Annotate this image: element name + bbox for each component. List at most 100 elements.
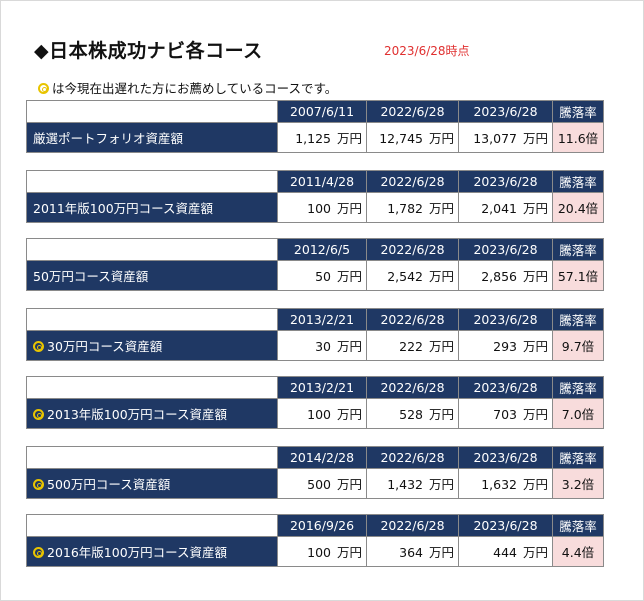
asset-value: 1,432 (387, 477, 423, 492)
asset-value: 100 (307, 407, 331, 422)
asset-value: 500 (307, 477, 331, 492)
unit-label: 万円 (336, 339, 362, 354)
asset-value: 12,745 (379, 131, 423, 146)
page-title: ◆日本株成功ナビ各コース (34, 40, 263, 62)
unit-label: 万円 (336, 131, 362, 146)
ratio-header: 騰落率 (552, 514, 604, 537)
ratio-header: 騰落率 (552, 376, 604, 399)
date-header: 2013/2/21 (277, 376, 367, 399)
asset-value-cell: 1,125 万円 (277, 122, 367, 153)
date-header: 2007/6/11 (277, 100, 367, 123)
blank-cell (26, 308, 278, 331)
unit-label: 万円 (336, 407, 362, 422)
as-of-date: 2023/6/28時点 (384, 44, 470, 58)
date-header: 2023/6/28 (458, 170, 553, 193)
ratio-value: 11.6倍 (552, 122, 604, 153)
course-name-cell: 厳選ポートフォリオ資産額 (26, 122, 278, 153)
table-header-row: 2013/2/21 2022/6/28 2023/6/28 騰落率 (26, 308, 604, 331)
asset-value: 100 (307, 545, 331, 560)
table-header-row: 2013/2/21 2022/6/28 2023/6/28 騰落率 (26, 376, 604, 399)
date-header: 2022/6/28 (366, 446, 459, 469)
date-header: 2016/9/26 (277, 514, 367, 537)
unit-label: 万円 (336, 545, 362, 560)
asset-value: 222 (399, 339, 423, 354)
blank-cell (26, 238, 278, 261)
asset-value-cell: 2,542 万円 (366, 260, 459, 291)
table-row: 2013年版100万円コース資産額 100 万円 528 万円 703 万円 7.0倍 (26, 398, 604, 429)
asset-value-cell: 12,745 万円 (366, 122, 459, 153)
ratio-header: 騰落率 (552, 446, 604, 469)
asset-value-cell: 528 万円 (366, 398, 459, 429)
asset-value-cell: 1,432 万円 (366, 468, 459, 499)
asset-value: 100 (307, 201, 331, 216)
asset-value: 30 (315, 339, 331, 354)
asset-value: 1,782 (387, 201, 423, 216)
table-row: 50万円コース資産額 50 万円 2,542 万円 2,856 万円 57.1倍 (26, 260, 604, 291)
course-table: 2007/6/11 2022/6/28 2023/6/28 騰落率 厳選ポートフォリオ資… (26, 100, 604, 153)
asset-value: 50 (315, 269, 331, 284)
table-row: 厳選ポートフォリオ資産額 1,125 万円 12,745 万円 13,077 万円 11.6倍 (26, 122, 604, 153)
asset-value: 364 (399, 545, 423, 560)
asset-value-cell: 2,041 万円 (458, 192, 553, 223)
double-circle-icon (33, 341, 44, 352)
unit-label: 万円 (428, 407, 454, 422)
course-name: 50万円コース資産額 (33, 269, 149, 284)
unit-label: 万円 (336, 477, 362, 492)
date-header: 2014/2/28 (277, 446, 367, 469)
ratio-value: 3.2倍 (552, 468, 604, 499)
asset-value-cell: 100 万円 (277, 398, 367, 429)
date-header: 2013/2/21 (277, 308, 367, 331)
recommendation-note-text: は今現在出遅れた方にお薦めしているコースです。 (52, 81, 338, 96)
double-circle-icon (38, 83, 49, 94)
double-circle-icon (33, 479, 44, 490)
unit-label: 万円 (428, 545, 454, 560)
course-name-cell: 500万円コース資産額 (26, 468, 278, 499)
unit-label: 万円 (336, 201, 362, 216)
course-table: 2011/4/28 2022/6/28 2023/6/28 騰落率 2011年版100万… (26, 170, 604, 223)
date-header: 2023/6/28 (458, 446, 553, 469)
course-name-cell: 2013年版100万円コース資産額 (26, 398, 278, 429)
asset-value-cell: 500 万円 (277, 468, 367, 499)
unit-label: 万円 (522, 201, 548, 216)
unit-label: 万円 (522, 477, 548, 492)
asset-value-cell: 293 万円 (458, 330, 553, 361)
blank-cell (26, 100, 278, 123)
course-name-cell: 30万円コース資産額 (26, 330, 278, 361)
course-table: 2016/9/26 2022/6/28 2023/6/28 騰落率 2016年版100万… (26, 514, 604, 567)
date-header: 2023/6/28 (458, 514, 553, 537)
date-header: 2023/6/28 (458, 308, 553, 331)
ratio-value: 7.0倍 (552, 398, 604, 429)
ratio-value: 57.1倍 (552, 260, 604, 291)
unit-label: 万円 (522, 269, 548, 284)
ratio-header: 騰落率 (552, 308, 604, 331)
asset-value-cell: 364 万円 (366, 536, 459, 567)
unit-label: 万円 (336, 269, 362, 284)
asset-value-cell: 100 万円 (277, 536, 367, 567)
date-header: 2023/6/28 (458, 100, 553, 123)
unit-label: 万円 (428, 269, 454, 284)
asset-value-cell: 1,782 万円 (366, 192, 459, 223)
course-name-cell: 50万円コース資産額 (26, 260, 278, 291)
asset-value-cell: 1,632 万円 (458, 468, 553, 499)
asset-value: 293 (493, 339, 517, 354)
double-circle-icon (33, 547, 44, 558)
table-header-row: 2014/2/28 2022/6/28 2023/6/28 騰落率 (26, 446, 604, 469)
blank-cell (26, 170, 278, 193)
date-header: 2022/6/28 (366, 238, 459, 261)
asset-value-cell: 222 万円 (366, 330, 459, 361)
unit-label: 万円 (522, 131, 548, 146)
asset-value: 13,077 (473, 131, 517, 146)
recommendation-note: は今現在出遅れた方にお薦めしているコースです。 (38, 78, 337, 97)
date-header: 2022/6/28 (366, 376, 459, 399)
asset-value-cell: 444 万円 (458, 536, 553, 567)
unit-label: 万円 (428, 201, 454, 216)
asset-value: 528 (399, 407, 423, 422)
table-header-row: 2007/6/11 2022/6/28 2023/6/28 騰落率 (26, 100, 604, 123)
ratio-header: 騰落率 (552, 238, 604, 261)
asset-value-cell: 703 万円 (458, 398, 553, 429)
blank-cell (26, 376, 278, 399)
table-header-row: 2011/4/28 2022/6/28 2023/6/28 騰落率 (26, 170, 604, 193)
ratio-value: 20.4倍 (552, 192, 604, 223)
date-header: 2011/4/28 (277, 170, 367, 193)
asset-value: 2,856 (481, 269, 517, 284)
